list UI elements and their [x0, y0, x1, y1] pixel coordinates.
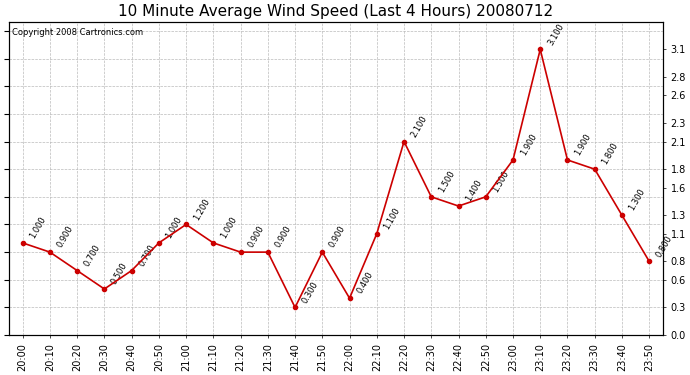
Title: 10 Minute Average Wind Speed (Last 4 Hours) 20080712: 10 Minute Average Wind Speed (Last 4 Hou… — [119, 4, 553, 19]
Text: 3.100: 3.100 — [546, 21, 566, 46]
Text: 1.000: 1.000 — [164, 215, 184, 240]
Text: 1.000: 1.000 — [28, 215, 48, 240]
Text: 0.400: 0.400 — [355, 270, 375, 296]
Text: 0.700: 0.700 — [83, 243, 102, 268]
Text: 0.700: 0.700 — [137, 243, 157, 268]
Text: 0.300: 0.300 — [301, 280, 320, 304]
Text: 1.400: 1.400 — [464, 178, 484, 203]
Text: 0.900: 0.900 — [55, 224, 75, 249]
Text: 0.900: 0.900 — [328, 224, 348, 249]
Text: 0.800: 0.800 — [655, 234, 674, 259]
Text: 1.900: 1.900 — [519, 132, 538, 157]
Text: 2.100: 2.100 — [410, 114, 429, 139]
Text: 1.900: 1.900 — [573, 132, 593, 157]
Text: 1.100: 1.100 — [382, 206, 402, 231]
Text: Copyright 2008 Cartronics.com: Copyright 2008 Cartronics.com — [12, 28, 144, 37]
Text: 1.200: 1.200 — [192, 197, 211, 222]
Text: 1.300: 1.300 — [627, 188, 647, 213]
Text: 1.000: 1.000 — [219, 215, 239, 240]
Text: 1.800: 1.800 — [600, 141, 620, 166]
Text: 1.500: 1.500 — [491, 169, 511, 194]
Text: 1.500: 1.500 — [437, 169, 456, 194]
Text: 0.900: 0.900 — [273, 224, 293, 249]
Text: 0.500: 0.500 — [110, 261, 130, 286]
Text: 0.900: 0.900 — [246, 224, 266, 249]
